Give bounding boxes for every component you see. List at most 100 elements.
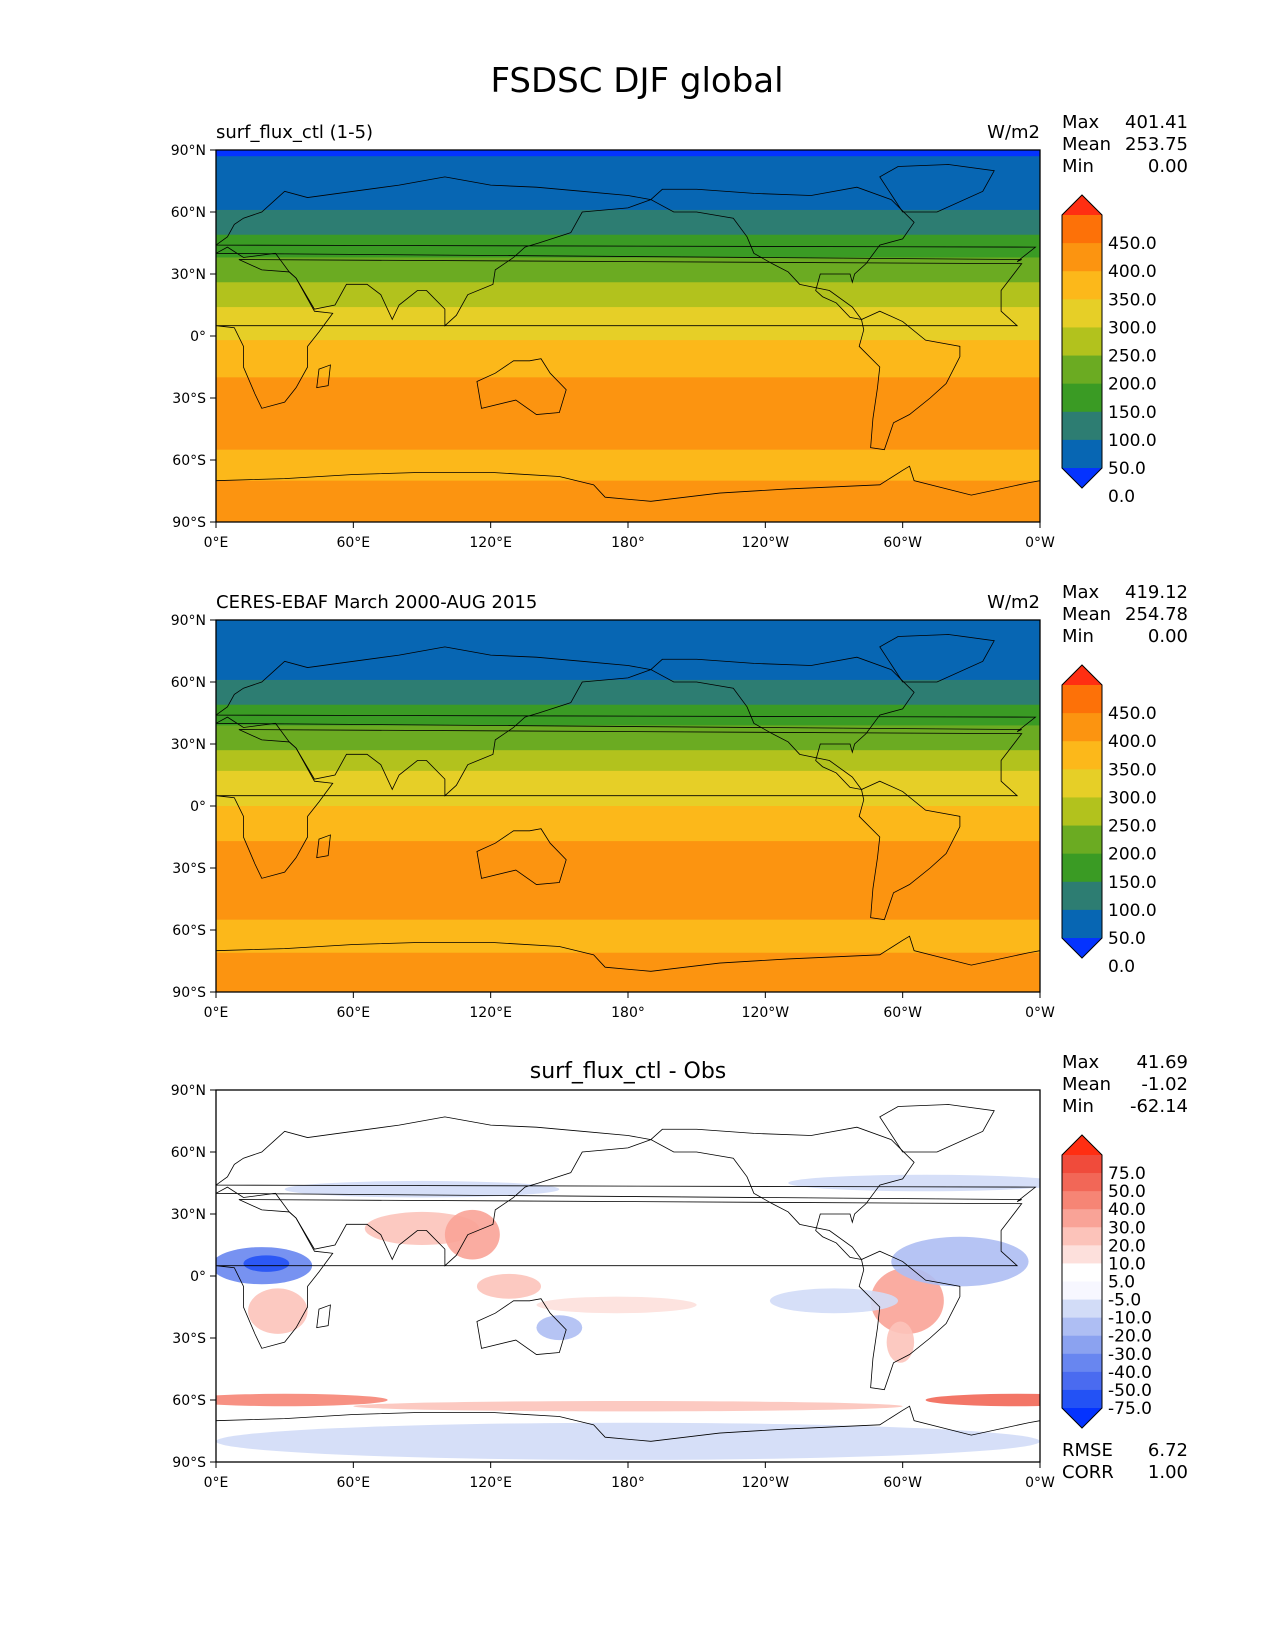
stat-min-label: Min xyxy=(1062,1096,1094,1117)
coastline-1 xyxy=(216,259,1023,409)
colorbar-label: 75.0 xyxy=(1108,1164,1146,1184)
coastline-1 xyxy=(216,729,1023,879)
colorbar-segment xyxy=(1062,825,1102,855)
colorbar-label: 100.0 xyxy=(1108,901,1157,921)
colorbar-label: 100.0 xyxy=(1108,431,1157,451)
band-7 xyxy=(216,340,1040,378)
colorbar-extend-max xyxy=(1062,665,1102,685)
stat-rmse-label: RMSE xyxy=(1062,1440,1113,1461)
anomaly-11 xyxy=(536,1315,583,1341)
colorbar-label: 5.0 xyxy=(1108,1273,1135,1293)
lat-tick-label: 30°S xyxy=(172,861,206,877)
lon-tick-label: 120°W xyxy=(742,1475,790,1491)
lon-tick-label: 60°E xyxy=(336,1005,370,1021)
coastline-7 xyxy=(216,935,1040,992)
colorbar-label: 150.0 xyxy=(1108,873,1157,893)
stat-min-value: -62.14 xyxy=(1130,1096,1188,1117)
lat-tick-label: 30°N xyxy=(171,1207,206,1223)
colorbar-segment xyxy=(1062,1227,1102,1246)
lat-tick-label: 60°N xyxy=(171,1145,206,1161)
lat-tick-label: 0° xyxy=(190,329,206,345)
colorbar-label: -30.0 xyxy=(1108,1345,1152,1365)
stat-max-value: 41.69 xyxy=(1136,1052,1188,1073)
lon-tick-label: 120°W xyxy=(742,535,790,551)
coastline-0 xyxy=(216,1116,1037,1267)
coastline-6 xyxy=(316,834,331,859)
stat-max-value: 401.41 xyxy=(1125,112,1188,133)
band-8 xyxy=(216,919,1040,954)
colorbar-segment xyxy=(1062,1263,1102,1282)
colorbar-segment xyxy=(1062,1299,1102,1319)
stat-rmse-value: 6.72 xyxy=(1148,1440,1188,1461)
coastline-5 xyxy=(879,1104,995,1153)
anomaly-2 xyxy=(248,1288,308,1334)
panel-left-title: surf_flux_ctl (1-5) xyxy=(216,122,373,143)
colorbar-segment xyxy=(1062,797,1102,826)
lon-tick-label: 0°W xyxy=(1025,1005,1055,1021)
colorbar-label: 0.0 xyxy=(1108,487,1135,507)
colorbar-segment xyxy=(1062,383,1102,413)
colorbar: 450.0 400.0 350.0 300.0 250.0 200.0 150.0 100.0… xyxy=(1061,194,1157,507)
colorbar-segment xyxy=(1062,769,1102,798)
stat-max-value: 419.12 xyxy=(1125,582,1188,603)
coastline-3 xyxy=(650,1126,915,1261)
band-5 xyxy=(216,282,1040,308)
coastline-0 xyxy=(216,176,1037,327)
stat-min-label: Min xyxy=(1062,626,1094,647)
colorbar-label: 20.0 xyxy=(1108,1236,1146,1256)
lon-tick-label: 120°E xyxy=(469,535,512,551)
anomaly-7 xyxy=(870,1267,944,1334)
colorbar-label: 300.0 xyxy=(1108,788,1157,808)
coastline-5 xyxy=(879,634,995,683)
coastline-2 xyxy=(476,828,567,885)
lon-tick-label: 0°E xyxy=(204,1475,229,1491)
coastline-3 xyxy=(650,656,915,791)
coastline-0 xyxy=(216,646,1037,797)
lon-tick-label: 120°E xyxy=(469,1475,512,1491)
lon-tick-label: 180° xyxy=(611,1475,645,1491)
coastline-7 xyxy=(216,1405,1040,1462)
anomaly-5 xyxy=(476,1273,542,1299)
lat-tick-label: 90°N xyxy=(171,143,206,159)
stat-min-value: 0.00 xyxy=(1148,156,1188,177)
band-5 xyxy=(216,770,1040,807)
colorbar-label: 400.0 xyxy=(1108,732,1157,752)
lat-tick-label: 90°S xyxy=(172,985,206,1001)
colorbar-segment xyxy=(1062,1155,1102,1174)
colorbar-segment xyxy=(1062,1173,1102,1192)
panel-units: W/m2 xyxy=(987,592,1040,613)
coastline-7 xyxy=(216,465,1040,522)
stat-corr-value: 1.00 xyxy=(1148,1462,1188,1483)
anomaly-15 xyxy=(216,1422,1040,1460)
colorbar-segment xyxy=(1062,439,1102,469)
lat-tick-label: 30°N xyxy=(171,737,206,753)
stat-mean-label: Mean xyxy=(1062,134,1111,155)
band-1 xyxy=(216,679,1040,706)
colorbar: 75.050.040.030.020.010.05.0-5.0-10.0-20.… xyxy=(1061,1134,1152,1429)
stat-mean-value: 254.78 xyxy=(1125,604,1188,625)
colorbar-segment xyxy=(1062,1191,1102,1210)
lat-tick-label: 60°N xyxy=(171,675,206,691)
coastline-6 xyxy=(316,1304,331,1329)
colorbar-segment xyxy=(1062,909,1102,939)
colorbar-segment xyxy=(1062,741,1102,770)
colorbar-label: 400.0 xyxy=(1108,262,1157,282)
band-0 xyxy=(216,150,1040,157)
anomaly-10 xyxy=(769,1288,899,1314)
coastline-3 xyxy=(650,186,915,321)
lat-tick-label: 60°N xyxy=(171,205,206,221)
colorbar-segment xyxy=(1062,1209,1102,1228)
anomaly-8 xyxy=(886,1321,915,1363)
band-8 xyxy=(216,377,1040,451)
stat-min-label: Min xyxy=(1062,156,1094,177)
colorbar-label: -40.0 xyxy=(1108,1363,1152,1383)
lon-tick-label: 60°W xyxy=(883,1475,922,1491)
colorbar-segment xyxy=(1062,299,1102,328)
lon-tick-label: 0°E xyxy=(204,1005,229,1021)
coastline-2 xyxy=(476,1298,567,1355)
map-model xyxy=(216,150,1040,522)
lon-tick-label: 0°W xyxy=(1025,1475,1055,1491)
anomaly-4 xyxy=(444,1209,500,1260)
colorbar-label: 300.0 xyxy=(1108,318,1157,338)
